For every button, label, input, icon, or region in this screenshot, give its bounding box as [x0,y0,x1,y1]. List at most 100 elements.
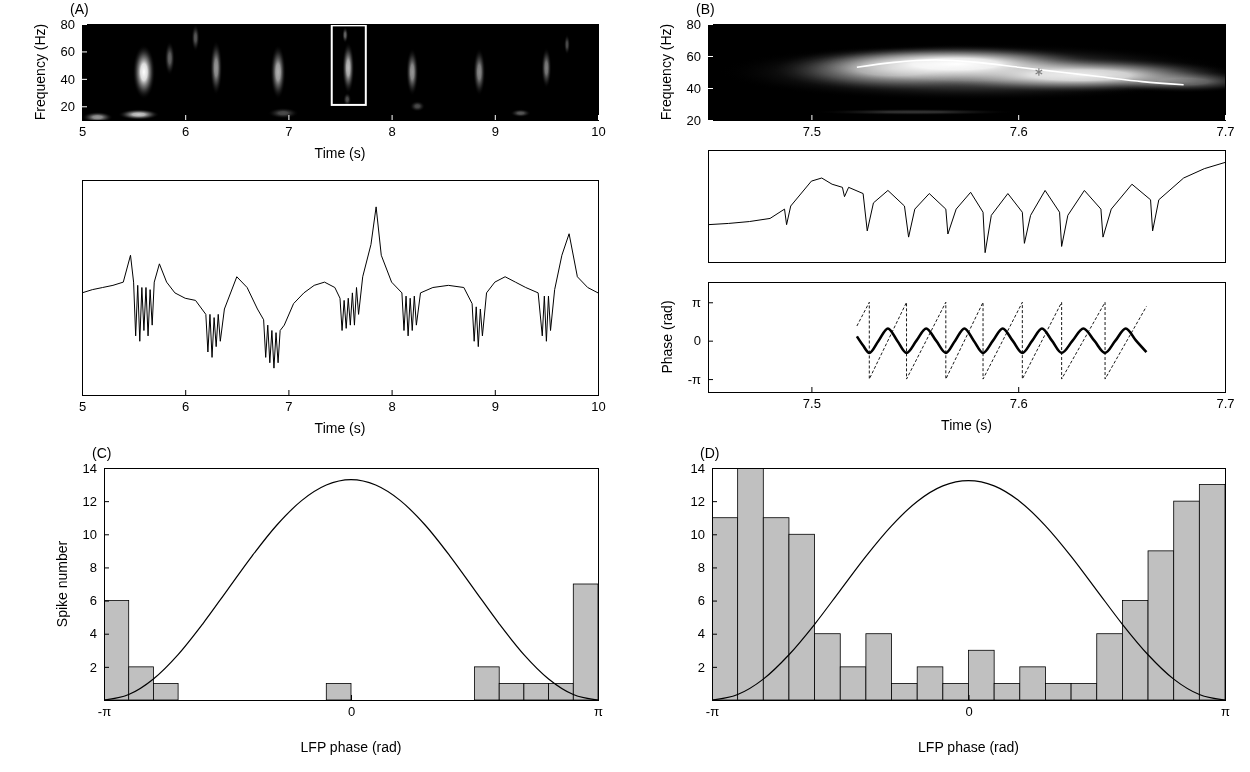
burst [268,108,299,119]
tick-label: 60 [61,44,75,59]
plot-area [82,24,570,120]
tick-label: -π [706,704,719,719]
plot-frame [708,24,1225,120]
tick: 80 [687,17,713,32]
panel [708,150,1225,262]
tick-mark [1225,115,1226,120]
tick-label: 40 [687,81,701,96]
tick-mark [712,667,717,668]
plot-area [708,162,1225,252]
tick-mark [392,115,393,120]
tick: 0 [965,695,972,719]
tick-label: 20 [61,99,75,114]
tick: 60 [687,49,713,64]
tick-mark [811,115,812,120]
y-axis-title: Frequency (Hz) [658,24,674,120]
tick-mark [708,379,713,380]
tick-mark [712,601,717,602]
tick-label: 5 [79,399,86,414]
x-axis: 5678910 [79,115,606,139]
tick-label: 0 [965,704,972,719]
tick-label: 7.7 [1216,124,1234,139]
panel: 5678910Time (s) [79,180,606,436]
histogram-bar [104,601,129,700]
panel: 7.57.67.7π0-πTime (s)Phase (rad) [659,282,1235,433]
tick-mark [708,88,713,89]
tick-label: 9 [492,399,499,414]
tick-mark [104,501,109,502]
histogram-bar [1071,683,1097,700]
panel: -π0π2468101214LFP phase (rad)(D) [691,445,1230,755]
tick: 9 [492,390,499,414]
series-line [708,162,1225,252]
tick: 20 [61,99,87,114]
tick-label: 5 [79,124,86,139]
tick-mark [712,634,717,635]
histogram-bar [969,650,995,700]
tick-mark [712,468,717,469]
plot-area [857,302,1147,379]
peak-marker [1036,68,1043,76]
histogram-bar [943,683,969,700]
tick-mark [185,390,186,395]
plot-area [712,468,1225,700]
x-axis: -π0π [706,695,1230,719]
tick-label: 4 [698,626,705,641]
x-axis-title: Time (s) [315,145,366,161]
histogram-bar [153,683,178,700]
tick-mark [708,24,713,25]
histogram-bar [1148,551,1174,700]
panel-letter: (D) [700,445,719,461]
histogram-bar [1199,485,1225,700]
tick-mark [104,667,109,668]
burst [191,24,199,51]
tick-label: 7.7 [1216,396,1234,411]
plot-frame [82,180,598,395]
tick-label: 8 [698,560,705,575]
histogram-bar [1045,683,1071,700]
tick: 0 [348,695,355,719]
histogram-bar [499,683,524,700]
tick: 7.7 [1216,115,1234,139]
tick-mark [82,24,87,25]
tick-label: 40 [61,72,75,87]
tick: 10 [83,527,109,542]
tick-mark [811,387,812,392]
x-axis-title: Time (s) [941,417,992,433]
tick: 80 [61,17,87,32]
histogram-bar [524,683,549,700]
axis-line [708,283,709,393]
tick-label: 2 [698,660,705,675]
tick-mark [104,601,109,602]
series-line [857,328,1147,352]
tick-label: 12 [691,494,705,509]
tick-label: -π [98,704,111,719]
histogram-bar [1097,634,1123,700]
tick: 7.6 [1010,387,1028,411]
tick: π [692,295,713,310]
x-axis: 5678910 [79,390,606,414]
tick: 10 [591,390,605,414]
tick-mark [392,390,393,395]
tick-label: 8 [388,399,395,414]
tick: 7 [285,390,292,414]
figure: 567891020406080Time (s)Frequency (Hz)(A)… [0,0,1250,772]
burst [541,47,551,88]
histogram-bar [866,634,892,700]
tick-label: 8 [388,124,395,139]
y-axis: 2468101214 [83,461,109,701]
panel-letter: (B) [696,1,715,17]
tick-label: 60 [687,49,701,64]
spectrogram-background [82,24,598,120]
burst [342,27,348,43]
tick-mark [288,390,289,395]
tick-mark [104,468,109,469]
axis-line [708,25,709,121]
tick-label: 14 [83,461,97,476]
axis-line [713,700,1226,701]
tick-mark [708,302,713,303]
tick-mark [288,115,289,120]
tick-label: 10 [691,527,705,542]
tick-mark [104,534,109,535]
histogram-bar [1020,667,1046,700]
